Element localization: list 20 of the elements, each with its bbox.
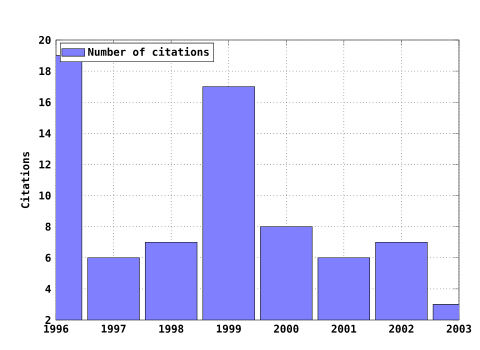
x-tick-label: 2000 bbox=[274, 324, 298, 333]
y-tick-label: 12 bbox=[39, 160, 50, 168]
y-tick-label: 14 bbox=[39, 129, 51, 138]
x-tick-label: 1996 bbox=[44, 324, 68, 333]
x-tick-label: 1997 bbox=[102, 324, 126, 333]
y-tick-label: 4 bbox=[45, 284, 51, 293]
y-tick-label: 10 bbox=[39, 192, 51, 200]
y-tick-label: 20 bbox=[39, 36, 51, 44]
legend-label: Number of citations bbox=[88, 47, 209, 56]
x-tick-label: 1998 bbox=[159, 324, 184, 333]
y-tick-label: 8 bbox=[46, 222, 51, 231]
y-tick-label: 6 bbox=[46, 254, 51, 262]
y-tick-label: 16 bbox=[39, 98, 51, 106]
x-tick-label: 1999 bbox=[216, 324, 241, 333]
x-tick-label: 2001 bbox=[332, 324, 356, 333]
y-tick-label: 18 bbox=[39, 67, 51, 76]
y-axis-title: Citations bbox=[20, 152, 30, 208]
x-tick-label: 2003 bbox=[446, 324, 472, 333]
x-tick-label: 2002 bbox=[389, 324, 414, 333]
y-tick-label: 2 bbox=[45, 316, 50, 324]
